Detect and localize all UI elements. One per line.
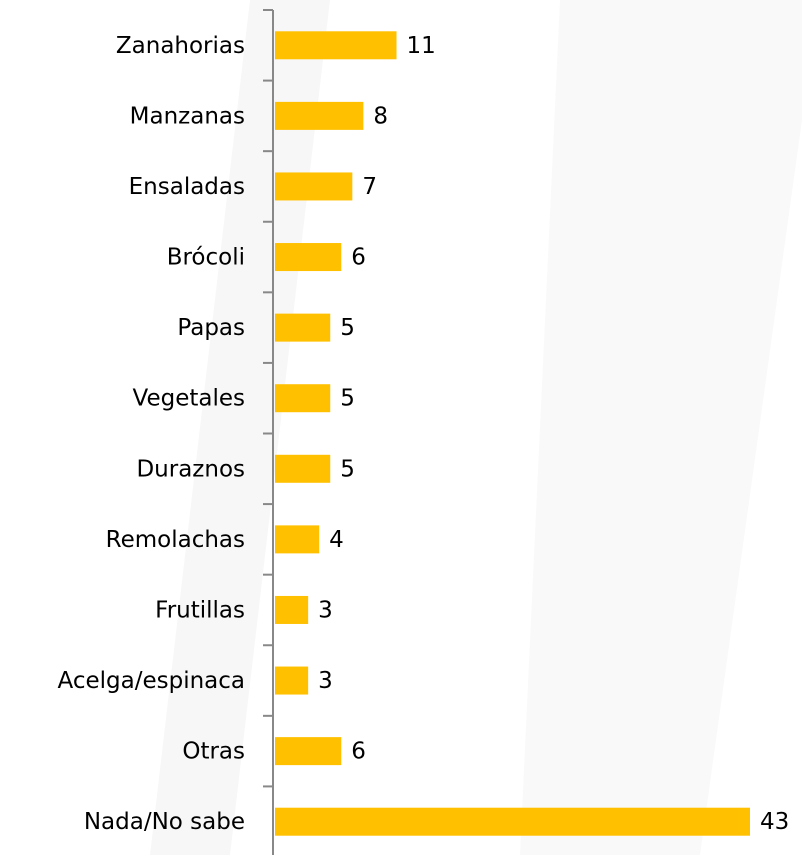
value-label: 5 xyxy=(340,315,355,341)
value-label: 5 xyxy=(340,386,355,412)
category-label: Vegetales xyxy=(133,386,245,412)
value-label: 3 xyxy=(318,597,333,623)
category-label: Duraznos xyxy=(136,456,245,482)
bar xyxy=(275,31,397,60)
category-label: Papas xyxy=(177,315,245,341)
value-label: 43 xyxy=(760,809,789,835)
bar xyxy=(275,525,320,554)
category-label: Frutillas xyxy=(155,597,245,623)
bar xyxy=(275,384,331,413)
bar xyxy=(275,454,331,483)
value-label: 6 xyxy=(351,245,366,271)
value-label: 5 xyxy=(340,456,355,482)
bar xyxy=(275,101,364,130)
bar xyxy=(275,807,750,836)
category-label: Nada/No sabe xyxy=(84,809,245,835)
bar xyxy=(275,666,309,695)
value-label: 8 xyxy=(373,103,388,129)
value-label: 6 xyxy=(351,739,366,765)
category-label: Acelga/espinaca xyxy=(58,668,246,694)
value-label: 11 xyxy=(407,33,436,59)
bar xyxy=(275,172,353,201)
bar xyxy=(275,243,342,272)
bar xyxy=(275,595,309,624)
value-label: 3 xyxy=(318,668,333,694)
category-label: Zanahorias xyxy=(116,33,245,59)
category-label: Otras xyxy=(182,739,245,765)
category-label: Manzanas xyxy=(130,103,245,129)
value-label: 7 xyxy=(362,174,377,200)
category-label: Brócoli xyxy=(167,245,245,271)
value-label: 4 xyxy=(329,527,344,553)
bar xyxy=(275,737,342,766)
background-shape xyxy=(150,0,330,855)
bar xyxy=(275,313,331,342)
category-label: Ensaladas xyxy=(129,174,245,200)
category-label: Remolachas xyxy=(106,527,245,553)
background-shape xyxy=(520,0,802,855)
